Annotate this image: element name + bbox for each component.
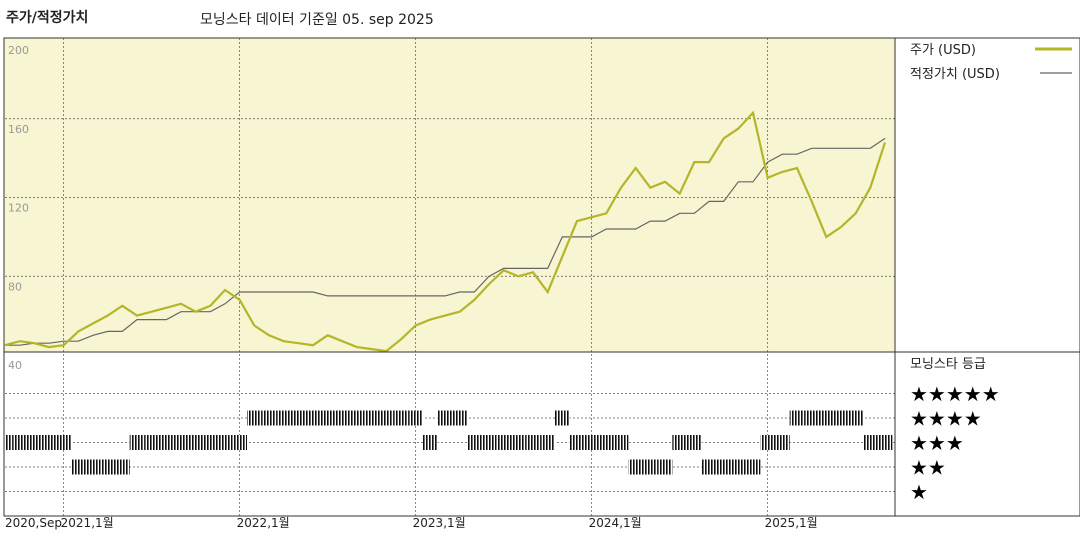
rating-bar bbox=[320, 410, 335, 426]
rating-bar bbox=[716, 459, 731, 475]
rating-bar bbox=[408, 410, 423, 426]
rating-label: ★★ bbox=[910, 456, 946, 480]
frame bbox=[3, 37, 1080, 517]
y-tick-label: 40 bbox=[8, 359, 22, 372]
series-line bbox=[5, 137, 886, 346]
rating-bar bbox=[804, 410, 819, 426]
rating-bar bbox=[276, 410, 291, 426]
rating-label: ★★★★★ bbox=[910, 382, 1000, 406]
rating-bar bbox=[628, 459, 643, 475]
rating-bar bbox=[584, 435, 599, 450]
rating-bar bbox=[672, 435, 687, 450]
rating-bar bbox=[511, 435, 526, 450]
x-tick-label: 2025,1월 bbox=[765, 516, 818, 530]
rating-bar bbox=[760, 435, 775, 450]
rating-bar bbox=[833, 410, 849, 426]
rating-bar bbox=[12, 435, 27, 450]
y-tick-label: 80 bbox=[8, 280, 22, 293]
rating-bar bbox=[364, 410, 379, 426]
rating-bar bbox=[452, 410, 467, 426]
rating-bar bbox=[173, 435, 189, 450]
rating-bar bbox=[775, 435, 790, 450]
rating-bar bbox=[85, 459, 101, 475]
rating-bar bbox=[349, 410, 365, 426]
rating-label: ★★★★ bbox=[910, 407, 982, 431]
rating-bar bbox=[144, 435, 159, 450]
rating-bar bbox=[701, 459, 717, 475]
rating-bar bbox=[437, 410, 453, 426]
x-tick-label: 2023,1월 bbox=[413, 516, 466, 530]
rating-bar bbox=[555, 410, 570, 426]
rating-bar bbox=[687, 435, 702, 450]
rating-bar bbox=[877, 435, 893, 450]
rating-bar bbox=[863, 435, 878, 450]
rating-bar bbox=[335, 410, 350, 426]
x-tick-label: 2021,1월 bbox=[61, 516, 114, 530]
rating-label: ★ bbox=[910, 480, 928, 504]
chart-title: 주가/적정가치 bbox=[6, 9, 88, 26]
rating-bar bbox=[467, 435, 482, 450]
rating-bar bbox=[232, 435, 247, 450]
rating-bar bbox=[5, 435, 13, 450]
rating-bar bbox=[540, 435, 555, 450]
rating-bar bbox=[745, 459, 761, 475]
rating-bar bbox=[71, 459, 86, 475]
rating-bar bbox=[613, 435, 629, 450]
chart-subtitle: 모닝스타 데이터 기준일 05. sep 2025 bbox=[200, 12, 434, 28]
rating-bar bbox=[569, 435, 585, 450]
rating-bar bbox=[496, 435, 511, 450]
x-tick-label: 2022,1월 bbox=[237, 516, 290, 530]
rating-bar bbox=[657, 459, 673, 475]
rating-bar bbox=[129, 435, 145, 450]
rating-bar bbox=[305, 410, 321, 426]
price-panel bbox=[4, 38, 895, 352]
rating-bar bbox=[599, 435, 614, 450]
rating-bar bbox=[56, 435, 71, 450]
x-tick-label: 2024,1월 bbox=[589, 516, 642, 530]
rating-bar bbox=[203, 435, 218, 450]
rating-bar bbox=[100, 459, 115, 475]
y-tick-label: 200 bbox=[8, 44, 29, 57]
y-tick-label: 160 bbox=[8, 123, 29, 136]
rating-bar bbox=[261, 410, 277, 426]
x-tick-label: 2020,Sep bbox=[5, 516, 62, 530]
y-tick-label: 120 bbox=[8, 202, 29, 215]
series-line bbox=[4, 110, 887, 353]
rating-bar bbox=[393, 410, 409, 426]
rating-bar bbox=[731, 459, 746, 475]
rating-title: 모닝스타 등급 bbox=[910, 357, 986, 372]
rating-bar bbox=[217, 435, 233, 450]
rating-bar bbox=[291, 410, 306, 426]
rating-bar bbox=[525, 435, 541, 450]
rating-bar bbox=[379, 410, 394, 426]
rating-bar bbox=[481, 435, 497, 450]
rating-bar bbox=[423, 435, 438, 450]
rating-bar bbox=[643, 459, 658, 475]
rating-bar bbox=[848, 410, 863, 426]
rating-bar bbox=[247, 410, 262, 426]
rating-bar bbox=[188, 435, 203, 450]
legend-label: 적정가치 (USD) bbox=[910, 67, 1000, 82]
rating-bar bbox=[115, 459, 130, 475]
rating-bar bbox=[159, 435, 174, 450]
rating-label: ★★★ bbox=[910, 431, 964, 455]
rating-bar bbox=[789, 410, 805, 426]
rating-bar bbox=[41, 435, 57, 450]
legend-label: 주가 (USD) bbox=[910, 43, 976, 58]
rating-bar bbox=[27, 435, 42, 450]
rating-bar bbox=[819, 410, 834, 426]
